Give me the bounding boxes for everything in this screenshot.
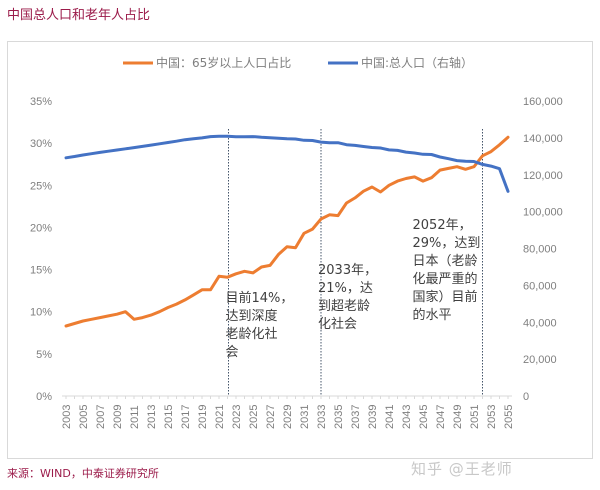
- x-tick-label: 2053: [486, 405, 498, 429]
- annotation-text-2052: 日本（老龄: [413, 254, 478, 269]
- watermark: 知乎 @王老师: [411, 460, 513, 478]
- y-left-tick-label: 25%: [30, 180, 52, 192]
- x-tick-label: 2041: [384, 405, 396, 429]
- y-right-tick-label: 60,000: [523, 280, 557, 292]
- x-tick-label: 2005: [78, 405, 90, 429]
- x-tick-label: 2045: [418, 405, 430, 429]
- x-tick-label: 2023: [231, 405, 243, 429]
- annotation-text-2052: 化最严重的: [413, 271, 478, 287]
- y-right-tick-label: 20,000: [523, 354, 557, 366]
- y-right-tick-label: 0: [523, 391, 529, 403]
- y-right-tick-label: 40,000: [523, 317, 557, 329]
- legend: 中国：65岁以上人口占比 中国:总人口（右轴）: [123, 55, 473, 70]
- annotation-text-2052: 国家）目前: [413, 289, 478, 305]
- y-left-tick-label: 10%: [30, 307, 52, 319]
- x-tick-label: 2031: [299, 405, 311, 429]
- x-tick-label: 2011: [129, 405, 141, 429]
- annotation-text-2052: 29%，达到: [413, 236, 481, 251]
- x-tick-label: 2021: [214, 405, 226, 429]
- series-line-elderly-share: [64, 135, 510, 328]
- annotation-text-2052: 的水平: [413, 307, 452, 323]
- x-tick-label: 2025: [248, 405, 260, 429]
- x-tick-label: 2039: [367, 405, 379, 429]
- x-tick-label: 2051: [469, 405, 481, 429]
- y-right-tick-label: 120,000: [523, 170, 563, 182]
- annotation-text-2022: 达到深度: [226, 308, 278, 324]
- y-right-tick-label: 80,000: [523, 244, 557, 256]
- x-tick-label: 2007: [95, 405, 107, 429]
- x-tick-label: 2055: [503, 405, 515, 429]
- y-right-tick-label: 160,000: [523, 96, 563, 108]
- x-tick-label: 2027: [265, 405, 277, 429]
- x-tick-label: 2017: [180, 405, 192, 429]
- x-tick-label: 2003: [61, 405, 73, 429]
- x-tick-label: 2029: [282, 405, 294, 429]
- axes: 2003 2005 2007 2009 2011 2013 2015 2017 2019 2021…: [30, 96, 563, 429]
- y-left-tick-label: 5%: [36, 349, 52, 361]
- annotation-lines: [228, 129, 483, 396]
- annotation-text-2033: 2033年，: [318, 263, 377, 278]
- y-left-tick-label: 20%: [30, 222, 52, 234]
- x-tick-label: 2035: [333, 405, 345, 429]
- y-left-tick-label: 30%: [30, 138, 52, 150]
- x-tick-label: 2033: [316, 405, 328, 429]
- y-left-tick-label: 15%: [30, 265, 52, 277]
- legend-label-elderly-share: 中国：65岁以上人口占比: [156, 55, 291, 70]
- y-left-tick-label: 0%: [36, 391, 52, 403]
- x-tick-label: 2049: [452, 405, 464, 429]
- x-tick-label: 2043: [401, 405, 413, 429]
- annotation-text-2033: 到超老龄: [318, 299, 370, 314]
- chart-frame: [7, 41, 593, 459]
- series-line-total-population: [64, 134, 510, 193]
- annotation-text-2022: 老龄化社: [226, 326, 278, 342]
- x-tick-label: 2047: [435, 405, 447, 429]
- y-right-tick-label: 100,000: [523, 207, 563, 219]
- series-lines: [64, 134, 510, 328]
- source-note: 来源：WIND，中泰证券研究所: [7, 467, 159, 480]
- annotation-text-2052: 2052年，: [413, 218, 472, 233]
- x-tick-label: 2015: [163, 405, 175, 429]
- chart-title: 中国总人口和老年人占比: [7, 8, 151, 23]
- annotation-text-2033: 21%，达: [318, 281, 373, 296]
- x-tick-label: 2019: [197, 405, 209, 429]
- x-tick-label: 2037: [350, 405, 362, 429]
- annotation-text-2033: 化社会: [318, 316, 357, 332]
- x-tick-label: 2009: [112, 405, 124, 429]
- annotation-text-2022: 目前14%，: [226, 290, 294, 306]
- y-left-tick-label: 35%: [30, 96, 52, 108]
- annotation-text-2022: 会: [226, 345, 239, 360]
- legend-label-total-population: 中国:总人口（右轴）: [361, 55, 473, 70]
- x-tick-label: 2013: [146, 405, 158, 429]
- y-right-tick-label: 140,000: [523, 133, 563, 145]
